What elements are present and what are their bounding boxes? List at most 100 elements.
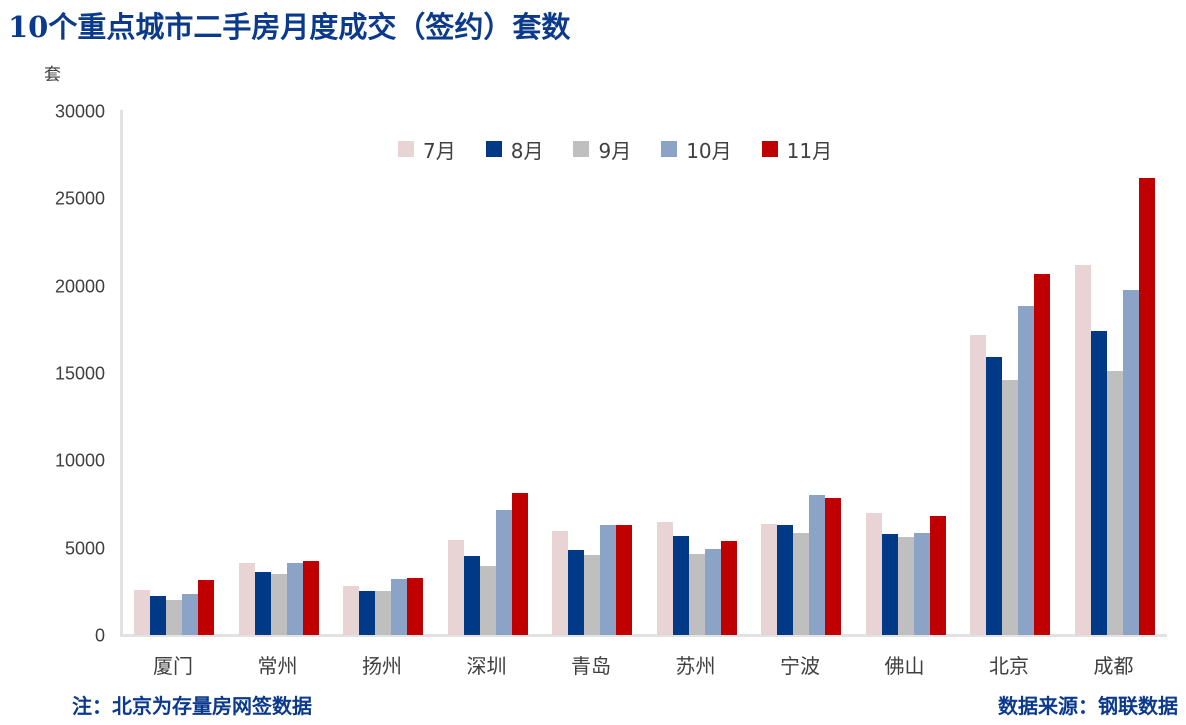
bar[interactable] bbox=[913, 533, 930, 635]
bar-group bbox=[447, 112, 528, 635]
bar-group bbox=[865, 112, 946, 635]
legend-swatch-icon bbox=[573, 141, 590, 157]
bar[interactable] bbox=[761, 524, 777, 635]
x-tick-label: 常州 bbox=[257, 654, 298, 678]
bar[interactable] bbox=[479, 566, 496, 635]
bar[interactable] bbox=[447, 540, 464, 635]
bar-group bbox=[552, 112, 632, 635]
bar[interactable] bbox=[777, 525, 793, 635]
y-tick: 15000 bbox=[54, 363, 105, 384]
bar[interactable] bbox=[286, 563, 303, 635]
bar[interactable] bbox=[375, 591, 391, 635]
y-tick: 5000 bbox=[64, 538, 105, 559]
bar[interactable] bbox=[897, 537, 914, 635]
x-tick-label: 成都 bbox=[1093, 654, 1134, 678]
bar[interactable] bbox=[343, 586, 359, 635]
bar[interactable] bbox=[1074, 264, 1091, 635]
bar[interactable] bbox=[552, 531, 568, 635]
x-tick-label: 扬州 bbox=[362, 654, 402, 678]
bar[interactable] bbox=[672, 536, 689, 635]
legend-swatch-icon bbox=[661, 141, 678, 157]
bar[interactable] bbox=[704, 549, 721, 635]
bar[interactable] bbox=[359, 591, 375, 635]
legend-item-nov[interactable]: 11月 bbox=[761, 135, 833, 164]
y-tick: 10000 bbox=[54, 450, 105, 471]
bar[interactable] bbox=[600, 525, 616, 635]
bar-group bbox=[656, 112, 737, 635]
legend-label: 11月 bbox=[786, 138, 833, 163]
bar[interactable] bbox=[302, 561, 319, 635]
x-tick-label: 深圳 bbox=[466, 654, 507, 678]
bar[interactable] bbox=[1002, 380, 1018, 635]
bar[interactable] bbox=[1018, 305, 1034, 635]
bar[interactable] bbox=[929, 516, 946, 635]
bar[interactable] bbox=[568, 550, 584, 635]
bar[interactable] bbox=[865, 513, 882, 635]
x-tick-label: 北京 bbox=[989, 654, 1029, 678]
bar[interactable] bbox=[656, 522, 673, 635]
y-tick: 25000 bbox=[54, 188, 105, 209]
legend-swatch-icon bbox=[761, 141, 778, 157]
bar[interactable] bbox=[495, 510, 512, 635]
legend-label: 10月 bbox=[686, 138, 732, 163]
bar[interactable] bbox=[1122, 289, 1139, 635]
y-tick: 30000 bbox=[54, 101, 105, 122]
bar[interactable] bbox=[809, 495, 825, 635]
bar[interactable] bbox=[270, 574, 287, 635]
bar[interactable] bbox=[881, 534, 898, 635]
bar[interactable] bbox=[1034, 273, 1050, 635]
x-axis-line bbox=[120, 634, 1167, 637]
bar[interactable] bbox=[1090, 330, 1107, 635]
bar[interactable] bbox=[511, 493, 528, 635]
x-tick-label: 苏州 bbox=[675, 654, 716, 678]
legend-label: 8月 bbox=[510, 138, 544, 163]
bar[interactable] bbox=[407, 578, 423, 635]
bar[interactable] bbox=[1106, 370, 1123, 635]
bar[interactable] bbox=[238, 563, 255, 635]
bar[interactable] bbox=[584, 555, 600, 635]
x-tick-label: 青岛 bbox=[571, 654, 611, 678]
bar-group bbox=[970, 112, 1050, 635]
bar[interactable] bbox=[1138, 177, 1155, 635]
y-axis-unit-label: 套 bbox=[44, 65, 61, 85]
bar[interactable] bbox=[463, 556, 480, 635]
plot-area bbox=[121, 112, 1166, 635]
legend-item-jul[interactable]: 7月 bbox=[398, 135, 456, 164]
x-tick-label: 厦门 bbox=[153, 654, 193, 678]
y-tick: 0 bbox=[94, 625, 105, 646]
bar[interactable] bbox=[198, 580, 214, 635]
bar-group bbox=[761, 112, 841, 635]
bar[interactable] bbox=[391, 579, 407, 635]
legend-label: 9月 bbox=[598, 138, 632, 163]
bar-group bbox=[1074, 112, 1155, 635]
bar[interactable] bbox=[166, 600, 182, 635]
bar[interactable] bbox=[688, 554, 705, 635]
chart-title: 10个重点城市二手房月度成交（签约）套数 bbox=[8, 10, 571, 44]
bar[interactable] bbox=[970, 334, 986, 635]
legend-label: 7月 bbox=[423, 138, 456, 163]
legend-swatch-icon bbox=[485, 141, 502, 157]
y-axis-line bbox=[120, 110, 123, 637]
bar[interactable] bbox=[986, 356, 1002, 635]
bar-group bbox=[134, 112, 214, 635]
bar[interactable] bbox=[616, 525, 632, 635]
bar[interactable] bbox=[720, 541, 737, 635]
legend: 7月 8月 9月 10月 11月 bbox=[398, 135, 862, 164]
legend-swatch-icon bbox=[398, 141, 414, 157]
x-tick-label: 佛山 bbox=[884, 654, 925, 678]
bar[interactable] bbox=[134, 590, 150, 635]
bar-group bbox=[238, 112, 319, 635]
footnote: 注：北京为存量房网签数据 bbox=[72, 694, 312, 718]
data-source: 数据来源：钢联数据 bbox=[998, 694, 1178, 718]
legend-item-sep[interactable]: 9月 bbox=[573, 135, 631, 164]
y-tick: 20000 bbox=[54, 276, 105, 297]
bar-group bbox=[343, 112, 423, 635]
bar[interactable] bbox=[825, 498, 841, 635]
bar[interactable] bbox=[254, 572, 271, 635]
bar[interactable] bbox=[182, 594, 198, 635]
bar[interactable] bbox=[793, 533, 809, 635]
legend-item-aug[interactable]: 8月 bbox=[485, 135, 544, 164]
legend-item-oct[interactable]: 10月 bbox=[661, 135, 732, 164]
bar[interactable] bbox=[150, 596, 166, 635]
x-tick-label: 宁波 bbox=[780, 654, 820, 678]
